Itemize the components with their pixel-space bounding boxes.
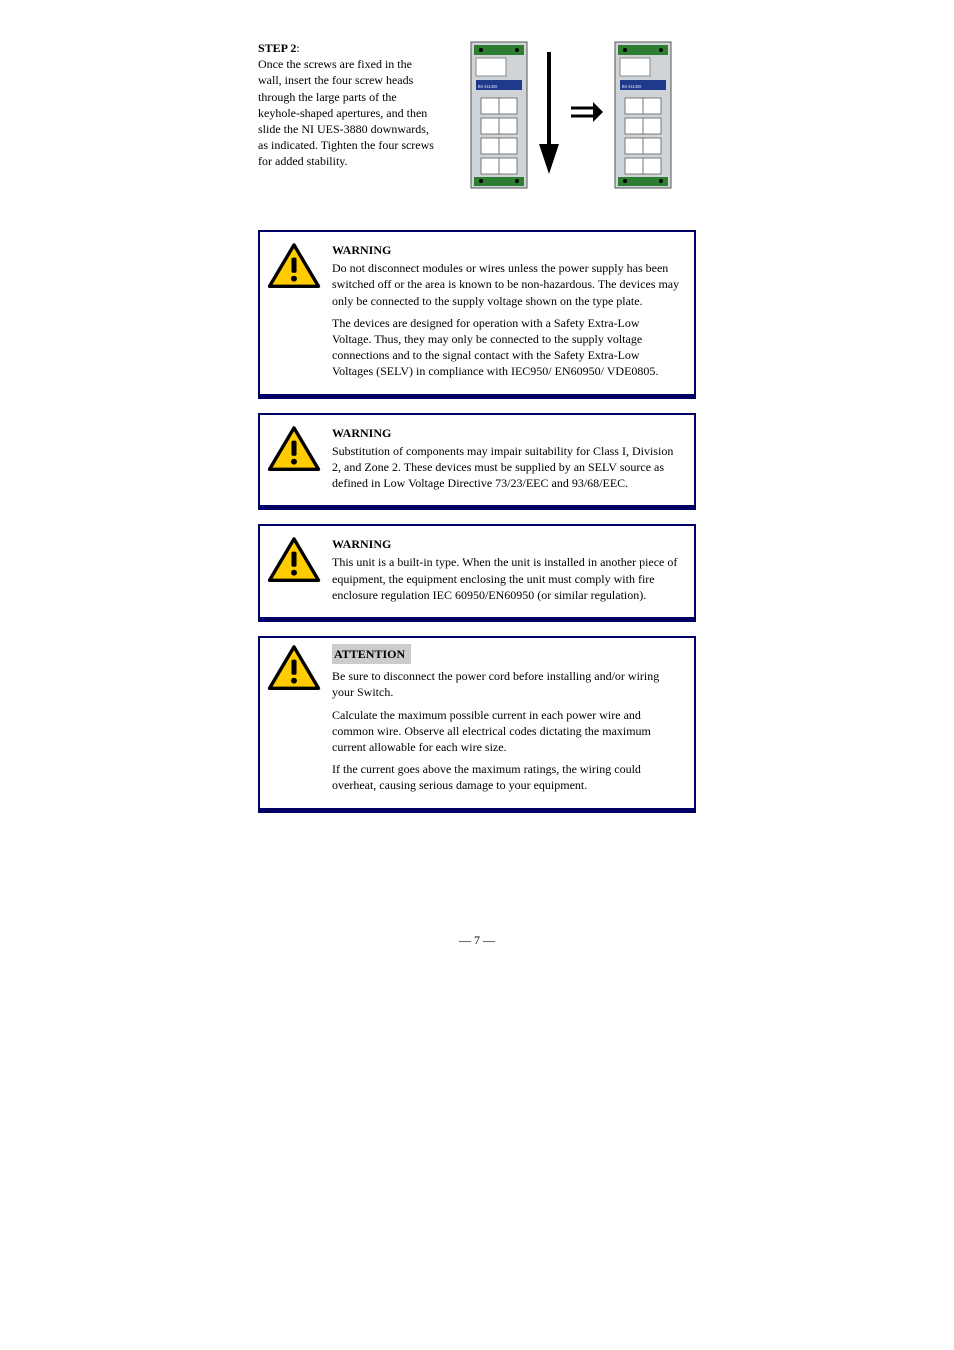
- warning-para: The devices are designed for operation w…: [332, 315, 680, 380]
- step-label: STEP 2: [258, 41, 296, 55]
- warning-icon: [266, 242, 322, 290]
- step-body: Once the screws are fixed in the wall, i…: [258, 57, 434, 168]
- step-diagram: RS-232/485: [446, 40, 696, 190]
- step-row: STEP 2: Once the screws are fixed in the…: [258, 40, 696, 190]
- warning-para: Substitution of components may impair su…: [332, 443, 680, 492]
- attention-para: If the current goes above the maximum ra…: [332, 761, 680, 793]
- arrow-down-icon: [537, 48, 561, 183]
- warning-icon: [266, 425, 322, 473]
- attention-para: Calculate the maximum possible current i…: [332, 707, 680, 756]
- arrow-right-icon: [569, 100, 605, 130]
- step-text: STEP 2: Once the screws are fixed in the…: [258, 40, 438, 170]
- warning-content: WARNING Do not disconnect modules or wir…: [332, 242, 680, 380]
- step-colon: :: [296, 41, 299, 55]
- attention-para: Be sure to disconnect the power cord bef…: [332, 668, 680, 700]
- page: STEP 2: Once the screws are fixed in the…: [0, 0, 954, 988]
- warning-para: Do not disconnect modules or wires unles…: [332, 260, 680, 309]
- warning-title: WARNING: [332, 242, 680, 258]
- warning-icon: [266, 536, 322, 584]
- attention-block: ATTENTION Be sure to disconnect the powe…: [258, 636, 696, 813]
- attention-content: ATTENTION Be sure to disconnect the powe…: [332, 644, 680, 794]
- warning-para: This unit is a built-in type. When the u…: [332, 554, 680, 603]
- page-number: — 7 —: [258, 933, 696, 948]
- svg-text:RS-232/485: RS-232/485: [622, 84, 641, 89]
- device-before-icon: RS-232/485: [469, 40, 529, 190]
- warning-block-2: WARNING Substitution of components may i…: [258, 413, 696, 511]
- warning-title: WARNING: [332, 425, 680, 441]
- device-after-icon: RS-232/485: [613, 40, 673, 190]
- warning-block-1: WARNING Do not disconnect modules or wir…: [258, 230, 696, 399]
- warning-icon: [266, 644, 322, 692]
- warning-block-3: WARNING This unit is a built-in type. Wh…: [258, 524, 696, 622]
- warning-title: WARNING: [332, 536, 680, 552]
- attention-bar: ATTENTION: [332, 644, 411, 664]
- svg-text:RS-232/485: RS-232/485: [478, 84, 497, 89]
- warning-content: WARNING This unit is a built-in type. Wh…: [332, 536, 680, 603]
- warning-content: WARNING Substitution of components may i…: [332, 425, 680, 492]
